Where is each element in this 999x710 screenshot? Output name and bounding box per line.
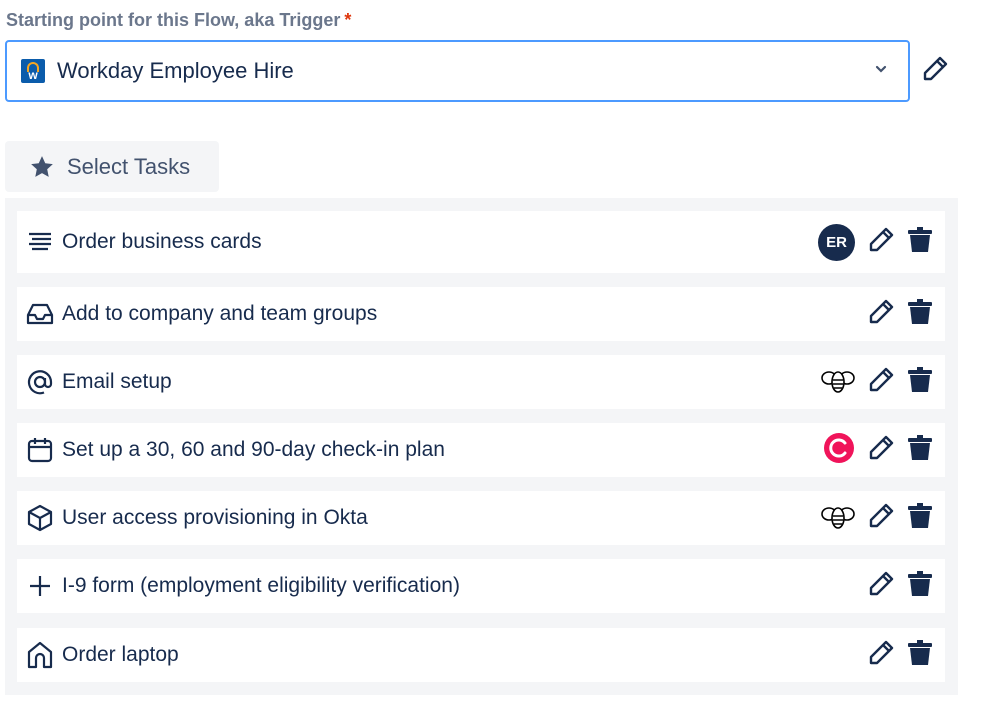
delete-trash-icon[interactable] (907, 502, 933, 535)
task-list: Order business cards ER Add to company and… (5, 198, 958, 695)
task-title: Email setup (62, 370, 172, 393)
task-actions: ER (818, 211, 933, 273)
bee-icon (821, 502, 855, 535)
delete-trash-icon[interactable] (907, 434, 933, 467)
task-row[interactable]: User access provisioning in Okta (17, 491, 945, 545)
task-title: User access provisioning in Okta (62, 506, 368, 529)
task-row[interactable]: Order laptop (17, 628, 945, 682)
workday-logo-icon: w (21, 59, 45, 83)
inbox-icon (25, 299, 55, 329)
edit-trigger-pencil-icon[interactable] (921, 55, 949, 83)
delete-trash-icon[interactable] (907, 366, 933, 399)
task-row[interactable]: Set up a 30, 60 and 90-day check-in plan (17, 423, 945, 477)
edit-pencil-icon[interactable] (867, 298, 895, 331)
lines-icon (25, 227, 55, 257)
plus-icon (25, 571, 55, 601)
task-actions (823, 423, 933, 477)
delete-trash-icon[interactable] (907, 639, 933, 672)
trigger-label: Starting point for this Flow, aka Trigge… (6, 10, 351, 31)
delete-trash-icon[interactable] (907, 226, 933, 259)
at-icon (25, 367, 55, 397)
c-logo-icon (823, 432, 855, 469)
task-actions (821, 491, 933, 545)
task-actions (821, 355, 933, 409)
calendar-icon (25, 435, 55, 465)
workday-logo-letter: w (28, 68, 38, 82)
trigger-label-text: Starting point for this Flow, aka Trigge… (6, 10, 341, 30)
task-title: Order laptop (62, 643, 179, 666)
task-actions (867, 559, 933, 613)
select-tasks-button[interactable]: Select Tasks (5, 141, 219, 192)
task-row[interactable]: I-9 form (employment eligibility verific… (17, 559, 945, 613)
edit-pencil-icon[interactable] (867, 570, 895, 603)
delete-trash-icon[interactable] (907, 298, 933, 331)
task-actions (867, 287, 933, 341)
edit-pencil-icon[interactable] (867, 226, 895, 259)
task-row[interactable]: Add to company and team groups (17, 287, 945, 341)
bee-icon (821, 366, 855, 399)
edit-pencil-icon[interactable] (867, 502, 895, 535)
trigger-value: Workday Employee Hire (57, 58, 294, 83)
select-tasks-label: Select Tasks (67, 153, 191, 179)
edit-pencil-icon[interactable] (867, 639, 895, 672)
delete-trash-icon[interactable] (907, 570, 933, 603)
home-icon (25, 640, 55, 670)
task-row[interactable]: Order business cards ER (17, 211, 945, 273)
chevron-down-icon (875, 65, 887, 73)
task-title: Set up a 30, 60 and 90-day check-in plan (62, 438, 445, 461)
task-row[interactable]: Email setup (17, 355, 945, 409)
star-icon (31, 155, 53, 177)
task-actions (867, 628, 933, 682)
assignee-avatar[interactable]: ER (818, 223, 855, 261)
required-mark: * (344, 10, 352, 30)
task-title: I-9 form (employment eligibility verific… (62, 574, 460, 597)
edit-pencil-icon[interactable] (867, 366, 895, 399)
task-title: Order business cards (62, 230, 262, 253)
trigger-select[interactable]: w Workday Employee Hire (5, 40, 910, 102)
cube-icon (25, 503, 55, 533)
edit-pencil-icon[interactable] (867, 434, 895, 467)
task-title: Add to company and team groups (62, 302, 378, 325)
